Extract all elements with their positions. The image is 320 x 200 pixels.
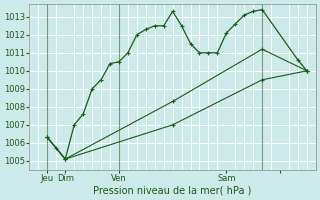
X-axis label: Pression niveau de la mer( hPa ): Pression niveau de la mer( hPa ) xyxy=(93,186,252,196)
